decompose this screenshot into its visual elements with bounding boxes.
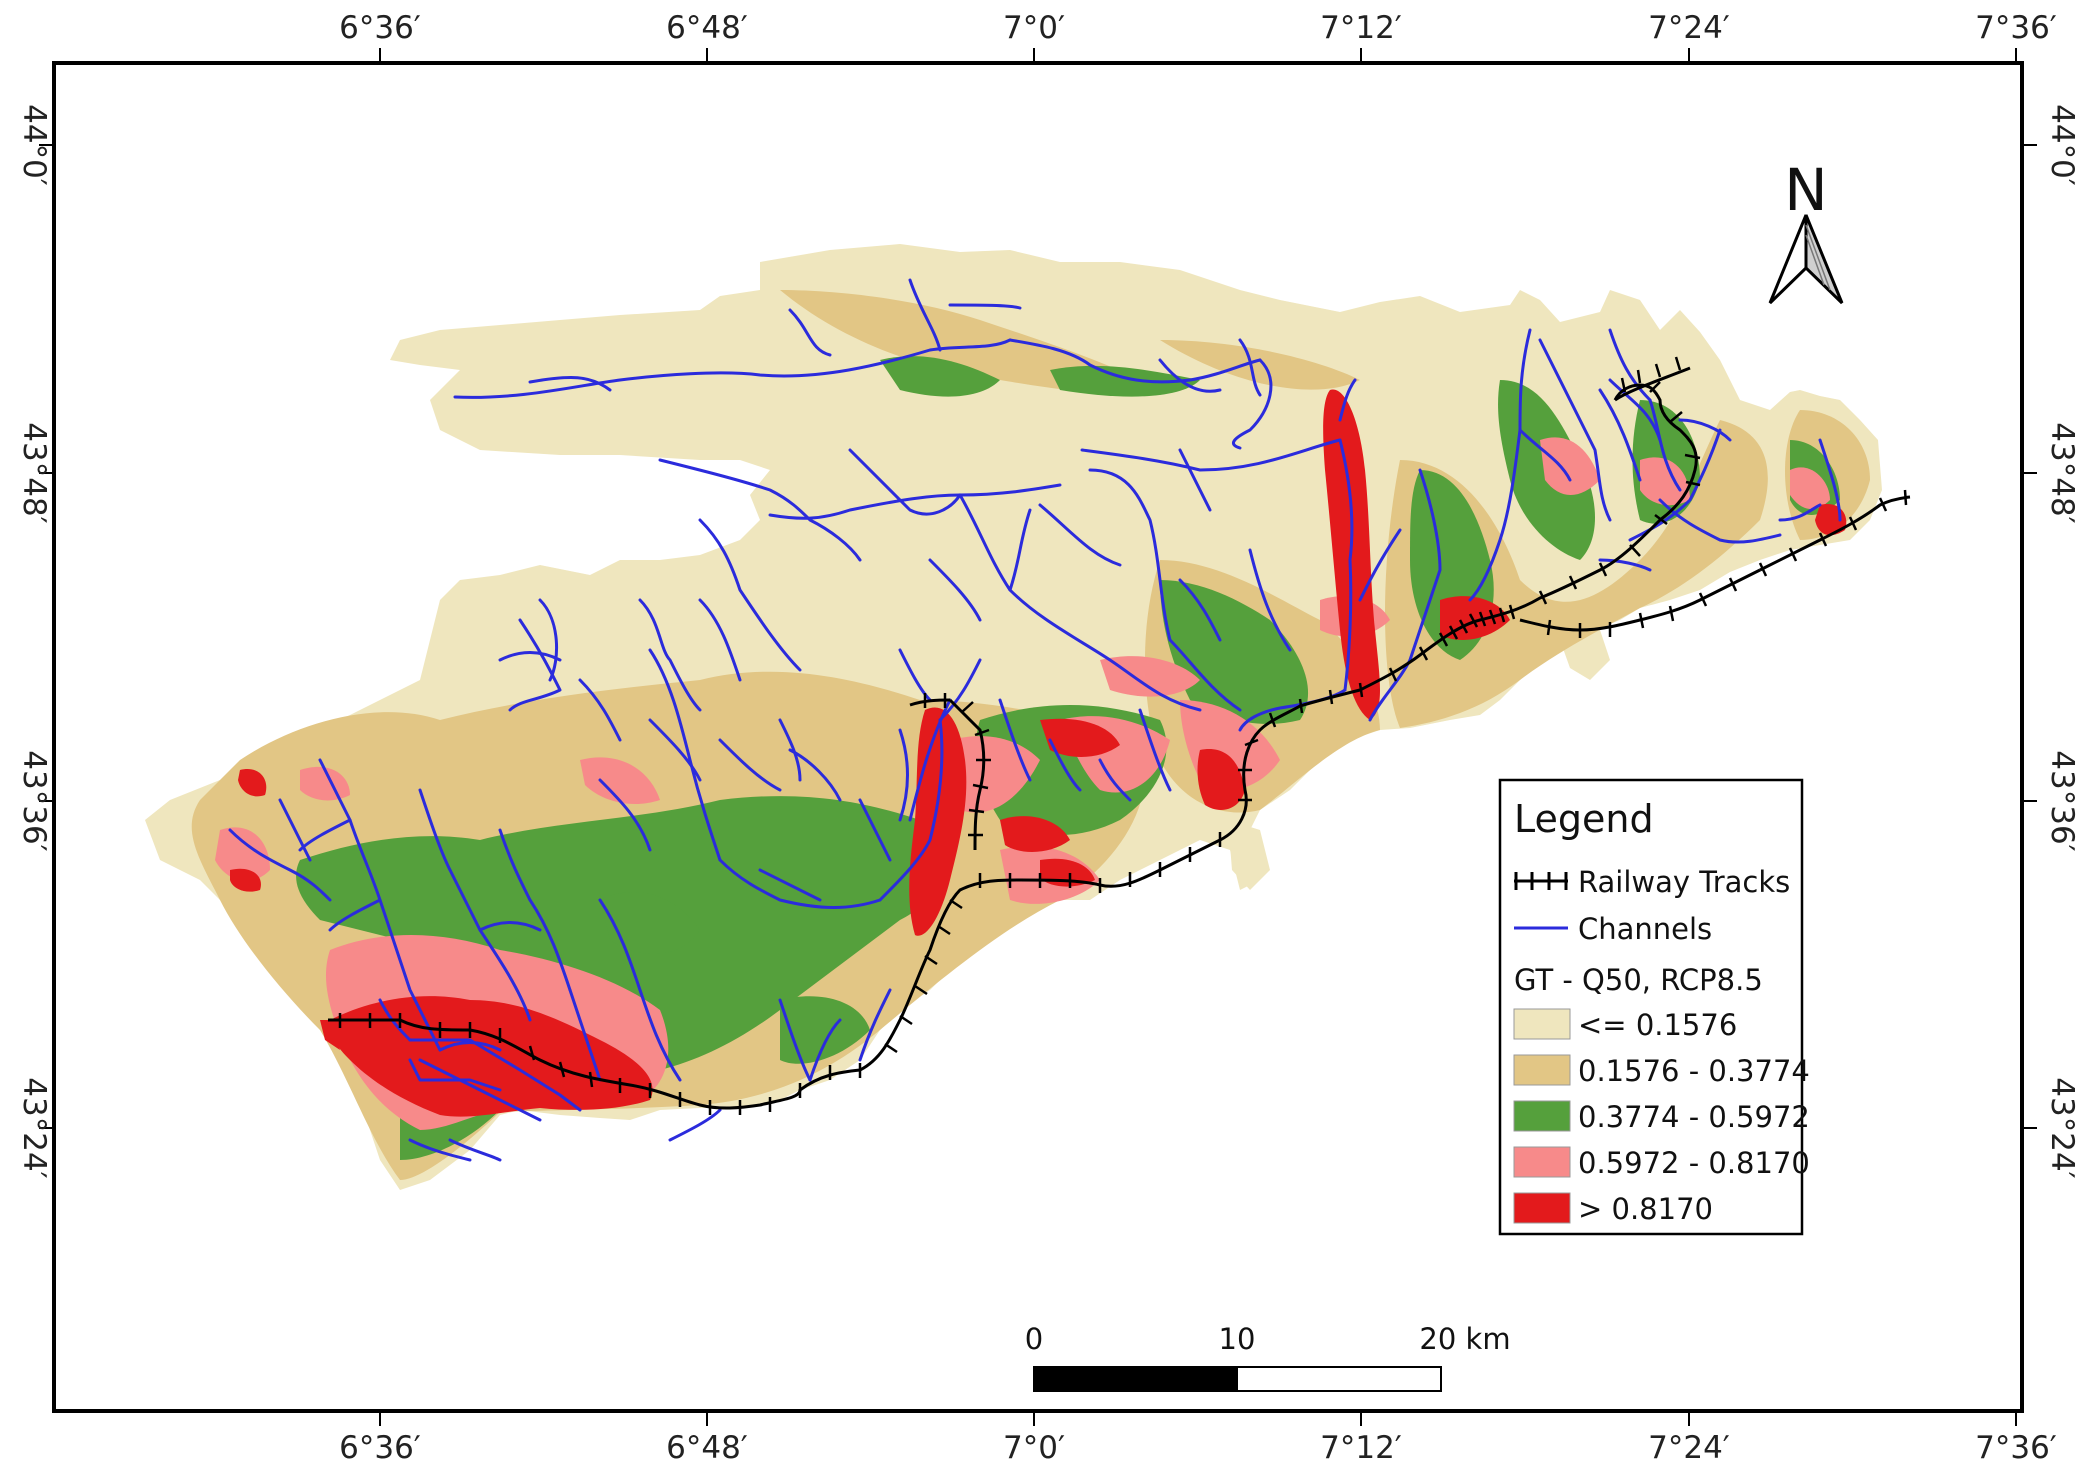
north-arrow-right-half bbox=[1804, 214, 1844, 305]
scale-bar: 0 10 20 km bbox=[1025, 1322, 1511, 1392]
bottom-tick-label: 7°0′ bbox=[1003, 1430, 1065, 1466]
left-tick-labels: 44°0′ 43°48′ 43°36′ 43°24′ bbox=[16, 104, 52, 1179]
legend-railway-label: Railway Tracks bbox=[1578, 865, 1790, 899]
legend-swatch-class-1 bbox=[1513, 1008, 1571, 1040]
scale-label-10: 10 bbox=[1219, 1322, 1256, 1356]
north-arrow-icon: N bbox=[1768, 156, 1844, 305]
left-tick-label: 44°0′ bbox=[16, 104, 52, 186]
legend-class-5-label: > 0.8170 bbox=[1578, 1192, 1713, 1226]
bottom-tick-label: 7°36′ bbox=[1975, 1430, 2057, 1466]
bottom-tick-labels: 6°36′ 6°48′ 7°0′ 7°12′ 7°24′ 7°36′ bbox=[339, 1430, 2057, 1466]
left-tick-label: 43°48′ bbox=[16, 422, 52, 523]
bottom-tick-label: 6°36′ bbox=[339, 1430, 421, 1466]
top-tick-labels: 6°36′ 6°48′ 7°0′ 7°12′ 7°24′ 7°36′ bbox=[339, 10, 2057, 46]
right-tick-label: 43°36′ bbox=[2044, 750, 2076, 851]
scale-label-20: 20 km bbox=[1419, 1322, 1510, 1356]
bottom-tick-label: 6°48′ bbox=[666, 1430, 748, 1466]
frame-ticks bbox=[39, 48, 2037, 1426]
right-tick-label: 43°24′ bbox=[2044, 1077, 2076, 1178]
legend-swatch-class-5 bbox=[1513, 1192, 1571, 1224]
legend-swatch-class-3 bbox=[1513, 1100, 1571, 1132]
right-tick-label: 43°48′ bbox=[2044, 422, 2076, 523]
legend-class-3-label: 0.3774 - 0.5972 bbox=[1578, 1100, 1810, 1134]
coastal-island bbox=[1228, 820, 1270, 890]
channel-network bbox=[228, 278, 1842, 1162]
bottom-tick-label: 7°24′ bbox=[1648, 1430, 1730, 1466]
right-tick-labels: 44°0′ 43°48′ 43°36′ 43°24′ bbox=[2044, 104, 2076, 1179]
scale-segment-white bbox=[1236, 1366, 1442, 1392]
top-tick-label: 6°36′ bbox=[339, 10, 421, 46]
top-tick-label: 7°12′ bbox=[1320, 10, 1402, 46]
railway-symbol-icon bbox=[1514, 872, 1568, 890]
legend: Legend Railway Tracks Channels GT - Q50,… bbox=[1498, 778, 1810, 1236]
scale-label-0: 0 bbox=[1025, 1322, 1043, 1356]
top-tick-label: 6°48′ bbox=[666, 10, 748, 46]
left-tick-label: 43°36′ bbox=[16, 750, 52, 851]
top-tick-label: 7°0′ bbox=[1003, 10, 1065, 46]
left-tick-label: 43°24′ bbox=[16, 1077, 52, 1178]
right-tick-label: 44°0′ bbox=[2044, 104, 2076, 186]
legend-channels-label: Channels bbox=[1578, 912, 1712, 946]
bottom-tick-label: 7°12′ bbox=[1320, 1430, 1402, 1466]
legend-swatch-class-4 bbox=[1513, 1146, 1571, 1178]
legend-layer-title: GT - Q50, RCP8.5 bbox=[1514, 963, 1763, 997]
top-tick-label: 7°36′ bbox=[1975, 10, 2057, 46]
scale-segment-black bbox=[1033, 1366, 1238, 1392]
legend-class-1-label: <= 0.1576 bbox=[1578, 1008, 1737, 1042]
legend-title: Legend bbox=[1514, 797, 1654, 841]
railway-ties bbox=[338, 356, 1908, 1115]
legend-class-2-label: 0.1576 - 0.3774 bbox=[1578, 1054, 1810, 1088]
north-label: N bbox=[1784, 156, 1827, 224]
legend-swatch-class-2 bbox=[1513, 1054, 1571, 1086]
legend-class-4-label: 0.5972 - 0.8170 bbox=[1578, 1146, 1810, 1180]
top-tick-label: 7°24′ bbox=[1648, 10, 1730, 46]
